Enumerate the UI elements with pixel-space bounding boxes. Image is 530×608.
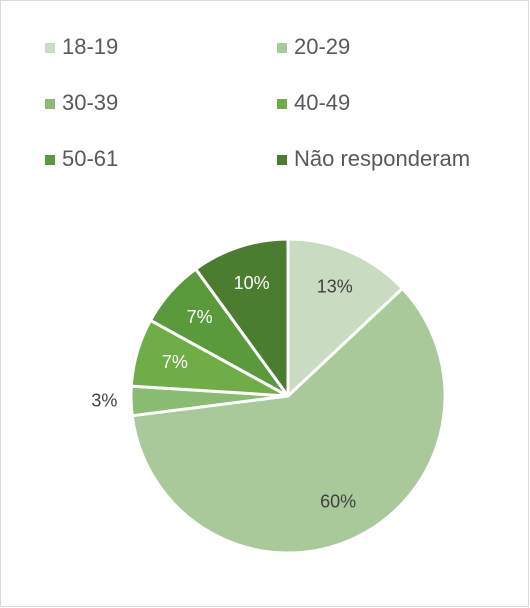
legend-swatch — [45, 99, 55, 109]
legend-swatch — [45, 43, 55, 53]
legend-label: 40-49 — [294, 90, 350, 115]
pie-slice — [194, 237, 290, 398]
legend-label: 50-61 — [62, 146, 118, 171]
legend-label: 18-19 — [62, 34, 118, 59]
pie-slice — [286, 237, 404, 398]
data-label: 60% — [320, 491, 356, 511]
legend-swatch — [45, 155, 55, 165]
legend-swatch — [277, 155, 287, 165]
pie-slice — [130, 287, 447, 555]
data-label: 3% — [91, 391, 117, 411]
data-label: 13% — [317, 277, 353, 297]
legend-swatch — [277, 43, 287, 53]
legend-swatch — [277, 99, 287, 109]
data-label: 10% — [234, 273, 270, 293]
data-label: 7% — [187, 307, 213, 327]
legend-label: 20-29 — [294, 34, 350, 59]
legend-label: Não responderam — [294, 146, 470, 171]
data-label: 7% — [162, 352, 188, 372]
legend-label: 30-39 — [62, 90, 118, 115]
